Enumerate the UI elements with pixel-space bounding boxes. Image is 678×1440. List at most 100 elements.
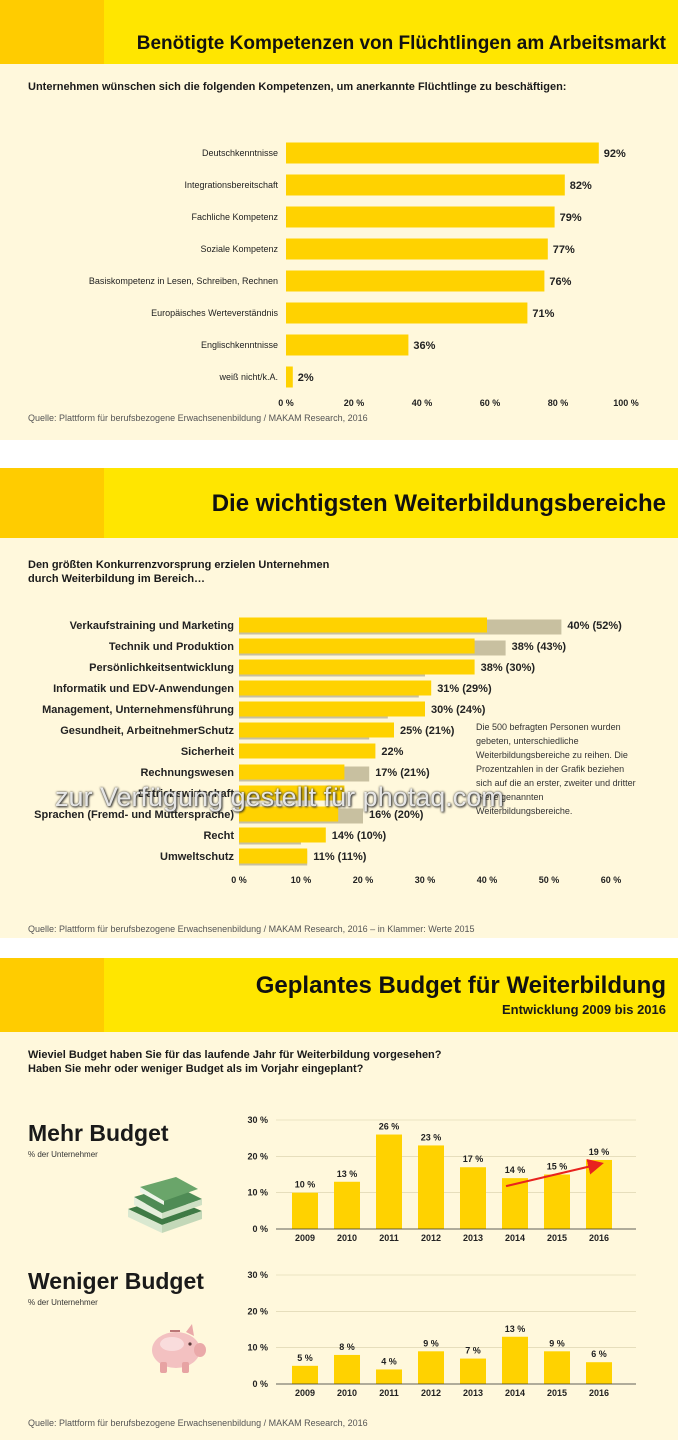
bar — [544, 1174, 570, 1229]
x-tick-label: 60 % — [601, 875, 622, 885]
bar-label: Recht — [203, 830, 234, 842]
bar — [544, 1351, 570, 1384]
x-tick-label: 2014 — [505, 1233, 525, 1243]
more-budget-subtitle: % der Unternehmer — [28, 1150, 98, 1159]
panel-title: Benötigte Kompetenzen von Flüchtlingen a… — [136, 33, 666, 54]
x-tick-label: 2011 — [379, 1233, 399, 1243]
bar — [286, 238, 548, 260]
bar-2016 — [239, 638, 475, 654]
y-tick-label: 20 % — [247, 1306, 268, 1316]
x-tick-label: 10 % — [291, 875, 312, 885]
bar-label: Europäisches Werteverständnis — [151, 308, 278, 318]
x-tick-label: 2010 — [337, 1233, 357, 1243]
x-tick-label: 2012 — [421, 1388, 441, 1398]
data-label: 38% (43%) — [512, 641, 567, 653]
data-label: 8 % — [339, 1342, 355, 1352]
bar — [334, 1181, 360, 1229]
bar-label: Technik und Produktion — [109, 641, 234, 653]
data-label: 31% (29%) — [437, 683, 492, 695]
bar-label: Betriebswirtschaft — [138, 788, 234, 800]
bar-label: Informatik und EDV-Anwendungen — [53, 683, 234, 695]
bar — [376, 1369, 402, 1384]
bar-2016 — [239, 743, 376, 759]
x-tick-label: 2010 — [337, 1388, 357, 1398]
bar-2016 — [239, 806, 339, 822]
bar-label: weiß nicht/k.A. — [218, 372, 278, 382]
data-label: 40% (52%) — [567, 620, 622, 632]
title-band-accent — [0, 0, 104, 64]
x-tick-label: 0 % — [278, 398, 294, 408]
data-label: 14 % — [505, 1165, 526, 1175]
bar — [418, 1351, 444, 1384]
chart-competencies: Deutschkenntnisse 92% Integrationsbereitsc… — [89, 142, 639, 408]
data-label: 76% — [549, 276, 571, 288]
x-tick-label: 50 % — [539, 875, 560, 885]
data-label: 13 % — [337, 1169, 358, 1179]
data-label: 5 % — [297, 1353, 313, 1363]
source-note: Quelle: Plattform für berufsbezogene Erw… — [28, 413, 368, 423]
bar-2016 — [239, 659, 475, 675]
chart-budget: 0 % 10 % 20 % 30 % 10 % 2009 13 % 2010 26 % 2011 2… — [247, 1115, 636, 1398]
panel-title: Die wichtigsten Weiterbildungsbereiche — [211, 490, 666, 517]
x-tick-label: 2009 — [295, 1388, 315, 1398]
panel-training-areas: Die wichtigsten Weiterbildungsbereiche D… — [0, 468, 678, 938]
bar-label: Umweltschutz — [160, 851, 234, 863]
bar-2016 — [239, 827, 326, 843]
title-band-accent — [0, 958, 104, 1032]
data-label: 71% — [532, 308, 554, 320]
watermark: zur Verfügung gestellt für photaq.com — [55, 782, 504, 812]
x-tick-label: 40 % — [412, 398, 433, 408]
data-label: 92% — [604, 148, 626, 160]
data-label: 9 % — [423, 1338, 439, 1348]
y-tick-label: 0 % — [252, 1379, 268, 1389]
data-label: 22% — [381, 746, 403, 758]
x-tick-label: 2011 — [379, 1388, 399, 1398]
data-label: 17% (21%) — [375, 767, 430, 779]
bar-label: Sicherheit — [181, 746, 235, 758]
data-label: 38% (30%) — [481, 662, 536, 674]
bar-label: Verkaufstraining und Marketing — [70, 620, 234, 632]
bar-label: Englischkenntnisse — [201, 340, 278, 350]
panel-divider — [0, 938, 678, 958]
bar — [286, 366, 293, 388]
panel-competencies: Benötigte Kompetenzen von Flüchtlingen a… — [0, 0, 678, 440]
x-tick-label: 20 % — [344, 398, 365, 408]
bar — [460, 1167, 486, 1229]
bar-2016 — [239, 785, 345, 801]
panel-intro: Wieviel Budget haben Sie für das laufend… — [28, 1048, 442, 1076]
x-tick-label: 2009 — [295, 1233, 315, 1243]
trend-arrow — [505, 1158, 604, 1188]
data-label: 23 % — [421, 1132, 442, 1142]
bar-label: Basiskompetenz in Lesen, Schreiben, Rech… — [89, 276, 278, 286]
panel-title: Geplantes Budget für Weiterbildung — [255, 972, 666, 999]
chart-training-areas: Verkaufstraining und Marketing 40% (52%) T… — [34, 617, 622, 885]
data-label: 2% — [298, 372, 314, 384]
data-label: 36% — [413, 340, 435, 352]
bar — [286, 302, 528, 324]
bar-label: Persönlichkeitsentwicklung — [89, 662, 234, 674]
data-label: 26 % — [379, 1122, 400, 1132]
source-note: Quelle: Plattform für berufsbezogene Erw… — [28, 1418, 368, 1428]
y-tick-label: 10 % — [247, 1188, 268, 1198]
title-band-accent — [0, 468, 104, 538]
data-label: 9 % — [549, 1338, 565, 1348]
panel-intro: Unternehmen wünschen sich die folgenden … — [28, 81, 567, 93]
x-tick-label: 40 % — [477, 875, 498, 885]
title-band: Benötigte Kompetenzen von Flüchtlingen a… — [0, 0, 678, 64]
data-label: 17 % — [463, 1154, 484, 1164]
piggy-bank-icon — [152, 1324, 206, 1373]
bar-label: Fachliche Kompetenz — [191, 212, 278, 222]
y-tick-label: 30 % — [247, 1115, 268, 1125]
data-label: 14% (10%) — [332, 830, 387, 842]
bar-label: Integrationsbereitschaft — [184, 180, 278, 190]
bar — [286, 206, 555, 228]
data-label: 30% (24%) — [431, 704, 486, 716]
bar-label: Management, Unternehmensführung — [42, 704, 234, 716]
money-stack-icon — [128, 1177, 202, 1233]
data-label: 13 % — [505, 1324, 526, 1334]
panel-intro-line-1: Den größten Konkurrenzvorsprung erzielen… — [28, 559, 330, 571]
panel-intro-line-1: Wieviel Budget haben Sie für das laufend… — [28, 1049, 442, 1061]
x-tick-label: 30 % — [415, 875, 436, 885]
data-label: 4 % — [381, 1356, 397, 1366]
y-tick-label: 0 % — [252, 1224, 268, 1234]
